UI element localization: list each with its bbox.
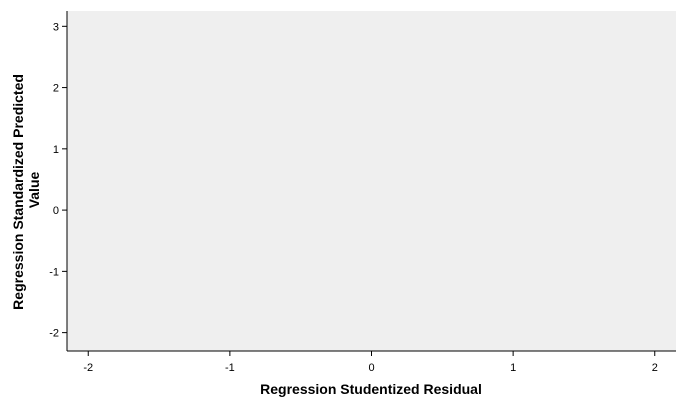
y-axis-ticks: 3 2 1 0 -1 -2 [49, 21, 67, 340]
y-tick-label: 0 [53, 205, 59, 217]
y-tick-label: 2 [53, 83, 59, 95]
y-axis-title-line-2: Value [26, 172, 42, 209]
plot-area [67, 11, 676, 351]
x-tick-label: 2 [652, 362, 658, 374]
x-axis-ticks: -2 -1 0 1 2 [83, 351, 658, 374]
y-tick-label: 1 [53, 144, 59, 156]
y-tick-label: 3 [53, 21, 59, 33]
y-axis-title-line-1: Regression Standardized Predicted [10, 74, 26, 310]
x-tick-label: 1 [510, 362, 516, 374]
y-axis-title: Regression Standardized Predicted Value [10, 70, 42, 310]
x-axis-title: Regression Studentized Residual [260, 381, 482, 397]
y-tick-label: -2 [49, 328, 59, 340]
x-tick-label: -2 [83, 362, 93, 374]
x-tick-label: -1 [225, 362, 235, 374]
x-tick-label: 0 [368, 362, 374, 374]
y-tick-label: -1 [49, 266, 59, 278]
